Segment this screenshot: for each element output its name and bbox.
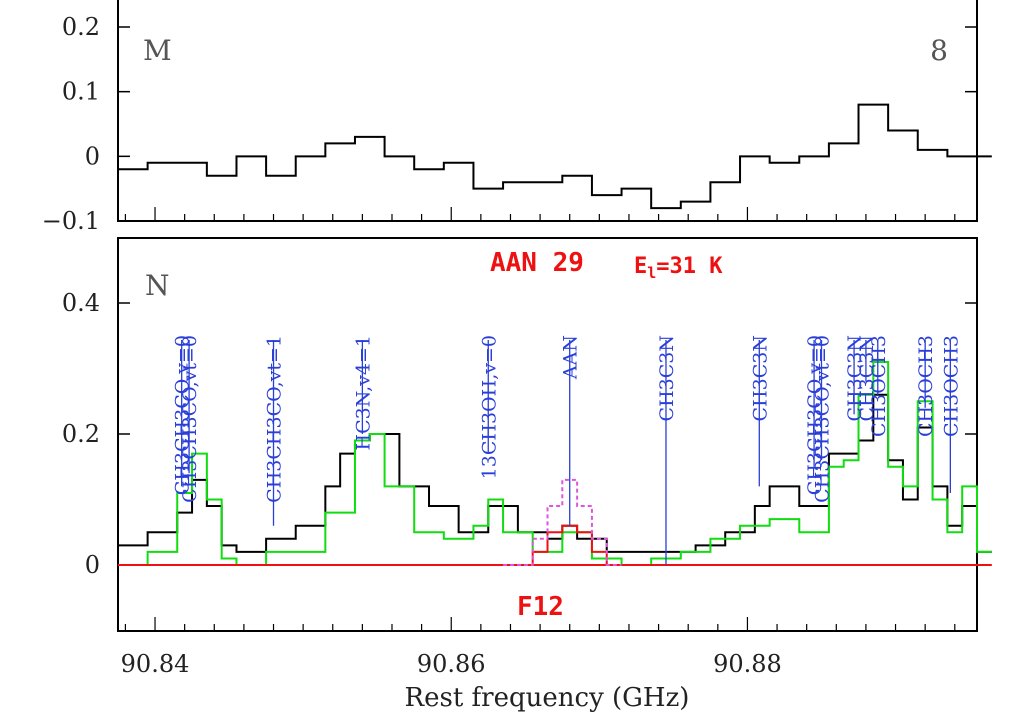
bottom-panel-frame (117, 237, 978, 632)
bottom-ytick-label: 0.4 (62, 289, 100, 317)
line-label: CH3C3N (749, 335, 771, 421)
bottom-xtick-label: 90.88 (713, 650, 782, 678)
aan-optically-thin-model (503, 478, 622, 566)
bottom-ytick-label: 0.2 (62, 420, 100, 448)
transition-annotation: AAN 29 (490, 248, 584, 278)
line-label: CH3C3N (844, 335, 866, 421)
top-ytick-label: 0 (85, 142, 100, 170)
x-axis-title: Rest frequency (GHz) (405, 683, 690, 713)
line-label: CH3CH3CO,vt=1 (264, 335, 286, 503)
energy-annotation: El=31 K (634, 254, 723, 282)
line-label: AAN (560, 335, 582, 380)
bottom-panel-label-left: N (145, 269, 170, 302)
line-label: CH3CH3CO,vt=0 (179, 335, 201, 503)
line-label: CH3OCH3 (940, 335, 962, 437)
line-label: CH3CH3CO,vt=0 (811, 335, 833, 503)
line-label: CH3OCH3 (868, 335, 890, 437)
aan-model (118, 524, 992, 566)
top-panel-frame (117, 0, 978, 222)
top-panel-label-left: M (143, 34, 172, 67)
line-label: HC3N,v4=1 (352, 335, 374, 450)
line-label: CH3C3N (656, 335, 678, 421)
energy-rest: =31 K (656, 254, 723, 279)
figure-label: F12 (517, 592, 564, 622)
line-label: CH3OCH3 (915, 335, 937, 437)
line-label: CH3CH3CO,v=0 (172, 335, 194, 495)
energy-main: E (634, 254, 647, 279)
residual-line (118, 103, 992, 210)
bottom-xtick-label: 90.84 (121, 650, 190, 678)
bottom-xtick-label: 90.86 (417, 650, 486, 678)
line-label: CH3CH3CO,v=0 (804, 335, 826, 495)
energy-sub: l (647, 264, 656, 282)
line-label: 13CH3OH,v=0 (478, 335, 500, 479)
top-ytick-label: 0.1 (62, 78, 100, 106)
line-label: CH3C3N (856, 335, 878, 421)
bottom-ytick-label: 0 (85, 551, 100, 579)
top-ytick-label: 0.2 (62, 13, 100, 41)
top-ytick-label: −0.1 (42, 207, 100, 235)
top-panel-label-right: 8 (930, 34, 948, 67)
top-panel-axes: −0.1 0 0.1 0.2 (42, 13, 977, 235)
bottom-panel-axes: 0 0.2 0.4 90.84 90.86 90.88 (62, 289, 977, 678)
top-panel-residual (118, 103, 992, 210)
